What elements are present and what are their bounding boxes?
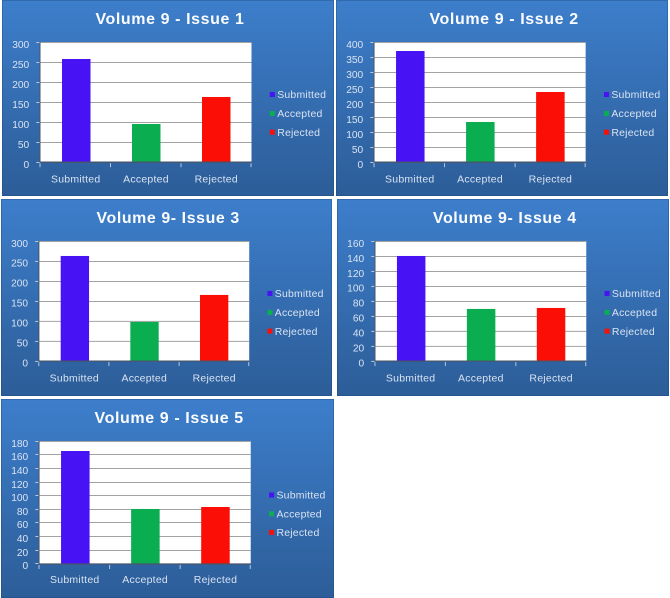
svg-text:100: 100: [347, 284, 364, 295]
svg-text:Submitted: Submitted: [50, 574, 100, 586]
svg-text:Volume 9 - Issue 2: Volume 9 - Issue 2: [429, 11, 578, 28]
svg-text:Rejected: Rejected: [611, 127, 654, 139]
svg-text:Submitted: Submitted: [611, 89, 660, 101]
svg-text:Rejected: Rejected: [528, 174, 571, 186]
svg-text:200: 200: [346, 100, 363, 111]
svg-text:20: 20: [352, 344, 364, 355]
svg-text:50: 50: [351, 145, 363, 156]
svg-text:Rejected: Rejected: [277, 128, 320, 139]
svg-text:0: 0: [23, 359, 29, 370]
svg-text:120: 120: [347, 269, 364, 280]
svg-text:160: 160: [12, 452, 29, 463]
svg-text:Rejected: Rejected: [529, 374, 572, 385]
svg-text:Accepted: Accepted: [123, 574, 169, 586]
svg-text:100: 100: [346, 130, 363, 141]
svg-text:Submitted: Submitted: [385, 174, 435, 186]
svg-text:40: 40: [17, 534, 29, 545]
svg-text:300: 300: [346, 70, 363, 81]
svg-text:Accepted: Accepted: [277, 109, 322, 120]
svg-text:80: 80: [17, 507, 29, 518]
svg-text:Submitted: Submitted: [612, 290, 661, 301]
svg-text:100: 100: [12, 493, 29, 504]
svg-text:Accepted: Accepted: [277, 509, 322, 521]
svg-text:250: 250: [12, 259, 29, 270]
svg-text:0: 0: [23, 160, 29, 171]
svg-text:300: 300: [12, 239, 29, 250]
svg-text:Submitted: Submitted: [50, 374, 99, 385]
svg-text:120: 120: [12, 480, 29, 491]
svg-text:20: 20: [17, 548, 29, 559]
svg-text:250: 250: [346, 85, 363, 96]
svg-text:60: 60: [17, 520, 29, 531]
svg-text:Rejected: Rejected: [612, 327, 655, 338]
svg-text:Rejected: Rejected: [194, 574, 237, 586]
svg-text:350: 350: [346, 55, 363, 66]
svg-text:150: 150: [12, 299, 29, 310]
svg-text:150: 150: [346, 115, 363, 126]
svg-text:Volume 9- Issue 4: Volume 9- Issue 4: [432, 210, 576, 227]
svg-text:Submitted: Submitted: [385, 374, 434, 385]
svg-text:200: 200: [12, 80, 29, 91]
svg-text:Accepted: Accepted: [458, 374, 504, 385]
svg-text:200: 200: [12, 279, 29, 290]
svg-text:160: 160: [347, 239, 364, 250]
svg-text:300: 300: [12, 40, 29, 51]
svg-text:400: 400: [346, 40, 363, 51]
svg-text:50: 50: [17, 339, 29, 350]
svg-text:Accepted: Accepted: [612, 309, 657, 320]
svg-text:0: 0: [23, 561, 29, 572]
svg-text:Rejected: Rejected: [193, 374, 236, 385]
svg-text:140: 140: [347, 254, 364, 265]
svg-text:0: 0: [357, 160, 363, 171]
svg-text:140: 140: [12, 466, 29, 477]
svg-text:Rejected: Rejected: [194, 175, 237, 186]
svg-text:0: 0: [358, 359, 364, 370]
svg-text:Volume 9- Issue 3: Volume 9- Issue 3: [97, 210, 240, 227]
svg-text:Volume 9 - Issue 5: Volume 9 - Issue 5: [95, 410, 244, 427]
svg-text:Submitted: Submitted: [277, 490, 326, 502]
svg-text:50: 50: [17, 140, 29, 151]
svg-text:Rejected: Rejected: [277, 527, 320, 539]
svg-text:150: 150: [12, 100, 29, 111]
svg-text:Submitted: Submitted: [50, 175, 99, 186]
svg-text:180: 180: [12, 439, 29, 450]
svg-text:250: 250: [12, 60, 29, 71]
svg-text:100: 100: [12, 319, 29, 330]
svg-text:Accepted: Accepted: [275, 309, 320, 320]
svg-text:Volume 9 - Issue 1: Volume 9 - Issue 1: [95, 11, 244, 28]
svg-text:40: 40: [352, 329, 364, 340]
svg-text:80: 80: [352, 299, 364, 310]
svg-text:Accepted: Accepted: [122, 374, 168, 385]
svg-text:100: 100: [12, 120, 29, 131]
svg-text:Submitted: Submitted: [275, 290, 324, 301]
svg-text:Accepted: Accepted: [123, 175, 169, 186]
svg-text:Accepted: Accepted: [611, 108, 656, 120]
svg-text:Submitted: Submitted: [277, 90, 326, 101]
svg-text:60: 60: [352, 314, 364, 325]
svg-text:Accepted: Accepted: [457, 174, 503, 186]
svg-text:Rejected: Rejected: [275, 327, 318, 338]
